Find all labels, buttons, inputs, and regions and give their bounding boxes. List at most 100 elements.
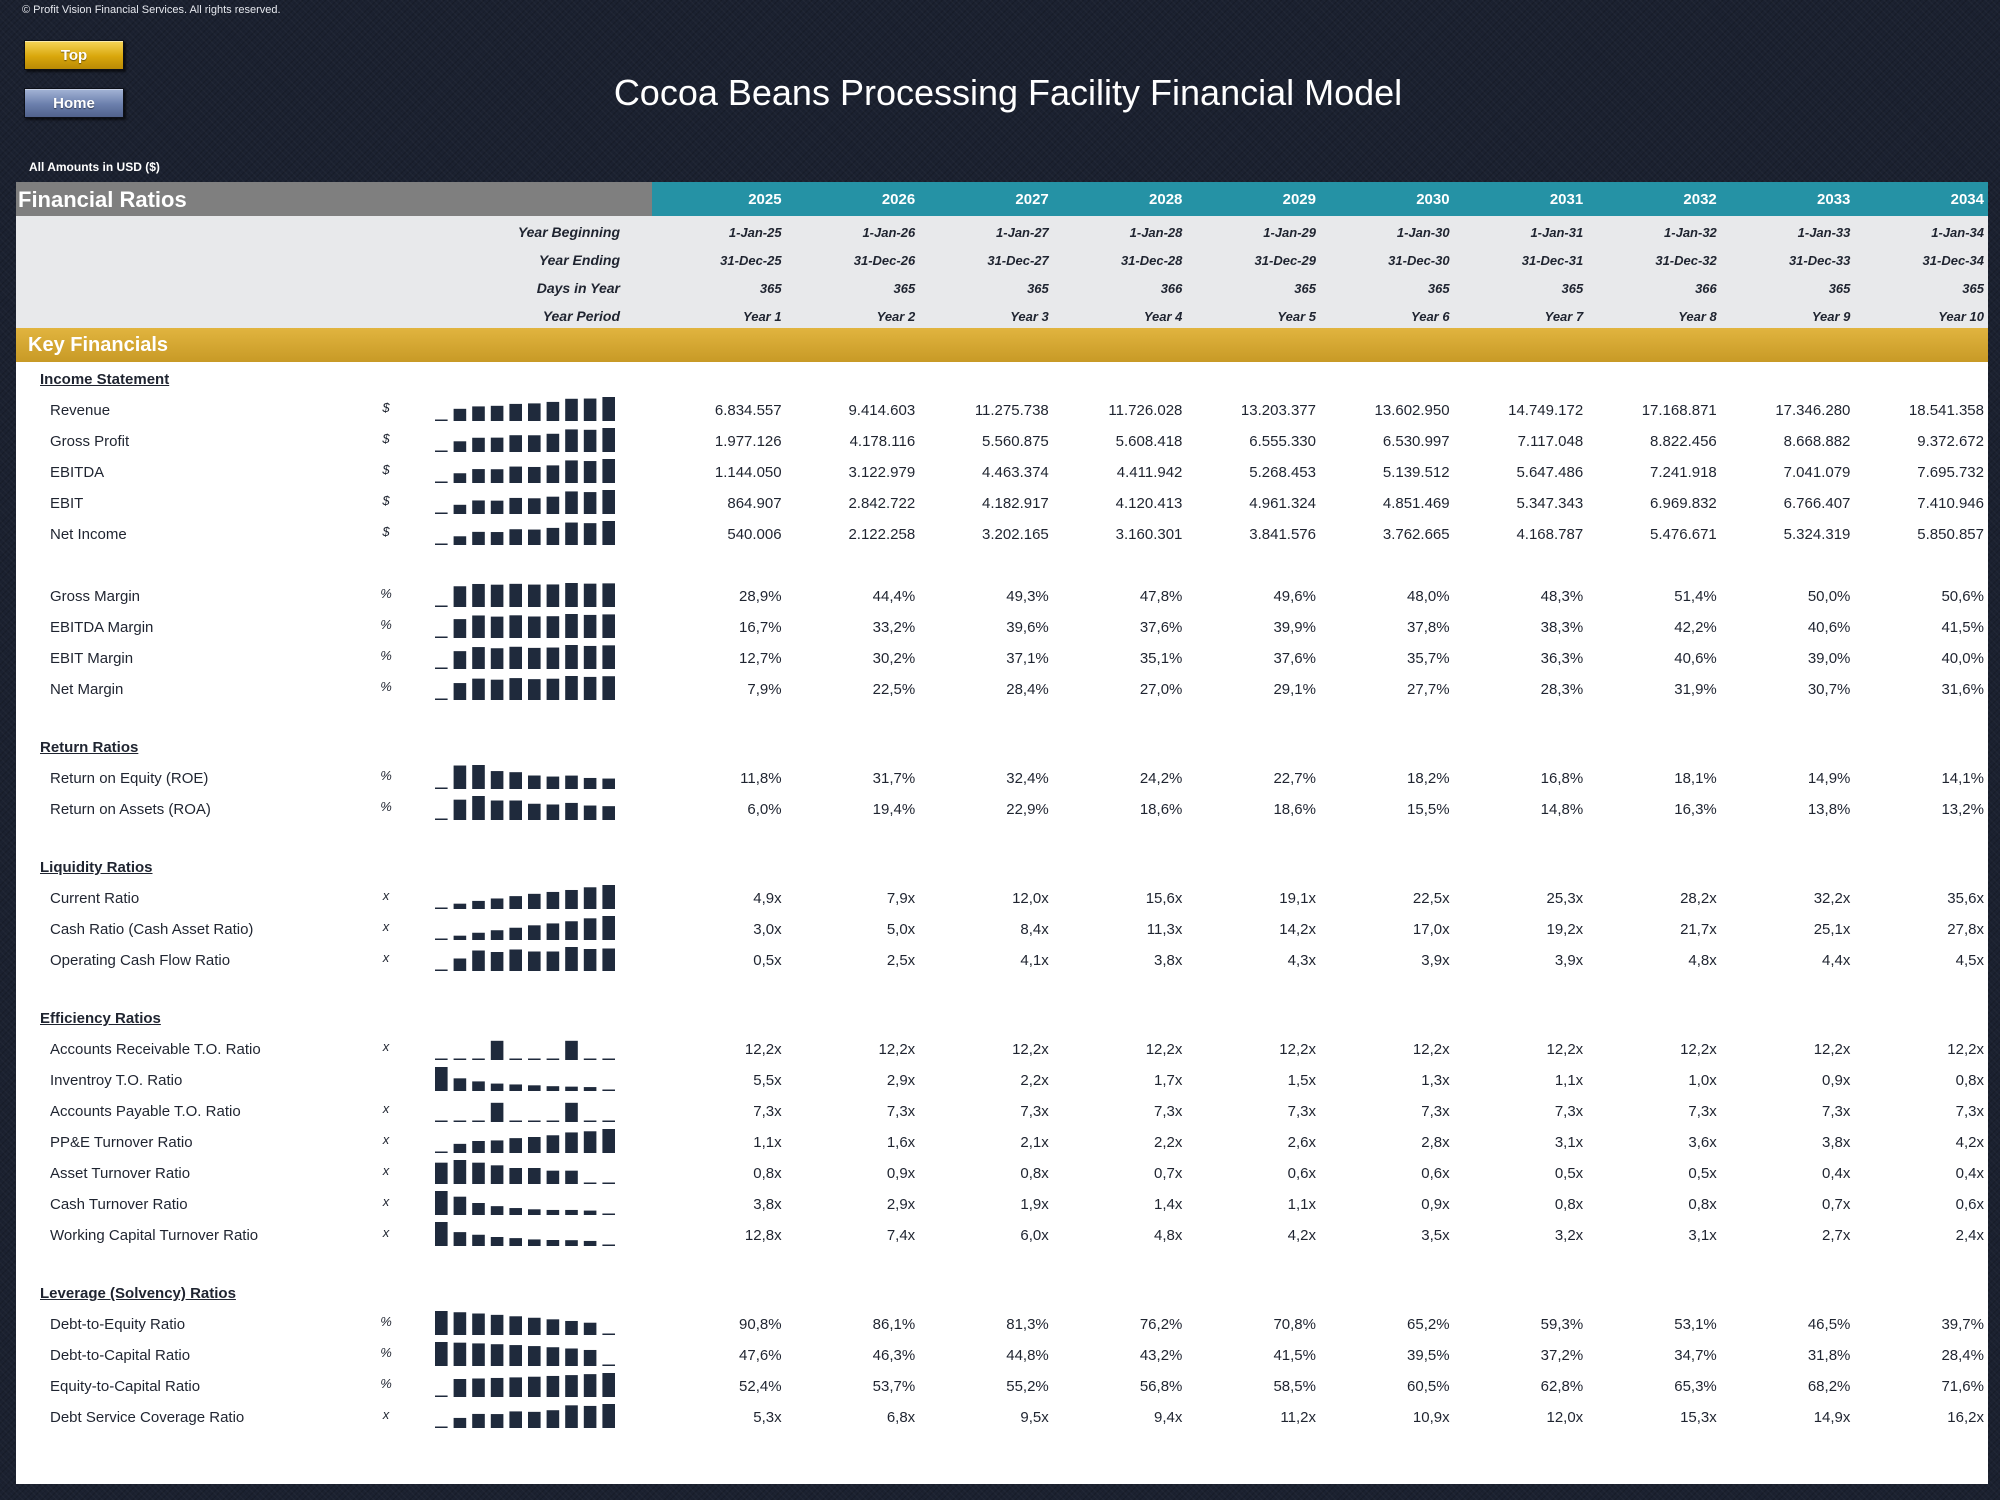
sparkline-bar bbox=[509, 403, 522, 421]
sparkline-bar bbox=[546, 1058, 560, 1060]
value-cell: 2,5x bbox=[886, 952, 916, 969]
sparkline-bar bbox=[528, 1317, 541, 1335]
unit-marker: x bbox=[382, 1039, 390, 1054]
sparkline-bar bbox=[453, 586, 467, 607]
value-cell: 12,2x bbox=[878, 1041, 916, 1058]
value-cell: 7,3x bbox=[1554, 1103, 1584, 1120]
value-cell: 3,6x bbox=[1688, 1134, 1717, 1151]
value-cell: 6,0x bbox=[1020, 1227, 1049, 1244]
value-cell: 27,0% bbox=[1139, 681, 1183, 698]
value-cell: 50,0% bbox=[1807, 588, 1851, 605]
sparkline-bar bbox=[472, 900, 485, 909]
sparkline-bar bbox=[435, 1120, 448, 1122]
sparkline-bar bbox=[509, 800, 522, 820]
value-cell: 56,8% bbox=[1139, 1378, 1183, 1395]
financial-ratios-sheet: Financial Ratios 2025 2026 2027 2028 2029 203… bbox=[16, 182, 1988, 1484]
sparkline-bar bbox=[583, 645, 597, 669]
value-cell: 1,0x bbox=[1688, 1072, 1717, 1089]
header-row: Financial Ratios 2025 2026 2027 2028 2029 203… bbox=[16, 182, 1988, 216]
value-cell: 51,4% bbox=[1674, 588, 1717, 605]
value-cell: 11.726.028 bbox=[1108, 402, 1183, 419]
sparkline-bar bbox=[565, 1209, 578, 1215]
sparkline-bar bbox=[602, 1213, 615, 1215]
value-cell: 0,4x bbox=[1955, 1165, 1984, 1182]
value-cell: 6.530.997 bbox=[1382, 433, 1450, 450]
value-cell: 1.977.126 bbox=[714, 433, 782, 450]
sparkline-bar bbox=[528, 803, 541, 820]
value-cell: 5.850.857 bbox=[1917, 526, 1984, 543]
info-cell: Year 7 bbox=[1544, 309, 1584, 324]
sparkline-bar bbox=[583, 492, 597, 514]
sparkline-bar bbox=[546, 1319, 560, 1335]
value-cell: 4.120.413 bbox=[1115, 495, 1183, 512]
sparkline-bar bbox=[490, 771, 504, 789]
value-cell: 0,5x bbox=[1554, 1165, 1584, 1182]
value-cell: 7,3x bbox=[1154, 1103, 1183, 1120]
sparkline-bar bbox=[435, 512, 448, 514]
value-cell: 4.168.787 bbox=[1516, 526, 1584, 543]
sparkline-bar bbox=[453, 1120, 467, 1122]
top-button[interactable]: Top bbox=[24, 40, 124, 70]
value-cell: 36,3% bbox=[1540, 650, 1584, 667]
sparkline-bar bbox=[583, 1210, 597, 1215]
sparkline-bar bbox=[490, 648, 504, 669]
sparkline bbox=[435, 885, 615, 909]
value-cell: 28,3% bbox=[1540, 681, 1584, 698]
sparkline bbox=[435, 947, 615, 971]
value-cell: 1,6x bbox=[886, 1134, 916, 1151]
sparkline-bar bbox=[509, 583, 522, 607]
sparkline-bar bbox=[565, 491, 578, 514]
sparkline-bar bbox=[546, 401, 560, 421]
row-label: Revenue bbox=[50, 402, 111, 419]
value-cell: 5.268.453 bbox=[1249, 464, 1316, 481]
sparkline-bar bbox=[435, 605, 448, 607]
value-cell: 5.347.343 bbox=[1516, 495, 1584, 512]
sparkline-bar bbox=[509, 497, 522, 514]
value-cell: 22,9% bbox=[1006, 801, 1049, 818]
value-cell: 1,1x bbox=[1554, 1072, 1584, 1089]
sparkline-bar bbox=[546, 1410, 560, 1428]
unit-marker: % bbox=[380, 1376, 392, 1391]
sparkline-bar bbox=[435, 787, 448, 789]
value-cell: 7.410.946 bbox=[1917, 495, 1984, 512]
sparkline-bar bbox=[435, 1058, 448, 1060]
sparkline-bar bbox=[509, 1345, 522, 1366]
value-cell: 18,1% bbox=[1674, 770, 1717, 787]
value-cell: 35,6x bbox=[1947, 890, 1984, 907]
home-button[interactable]: Home bbox=[24, 88, 124, 118]
unit-marker: $ bbox=[382, 431, 390, 446]
data-row: Gross Profit $1.977.126 4.178.116 5.560.875… bbox=[16, 426, 1988, 457]
data-row: Return on Equity (ROE)% 11,8% 31,7% 32,4% 24… bbox=[16, 763, 1988, 794]
info-row-label: Year Period bbox=[542, 308, 620, 324]
info-cell: 366 bbox=[1695, 281, 1717, 296]
value-cell: 35,1% bbox=[1139, 650, 1183, 667]
year-header-2027: 2027 bbox=[1015, 191, 1049, 208]
value-cell: 0,7x bbox=[1154, 1165, 1183, 1182]
value-cell: 44,4% bbox=[872, 588, 916, 605]
sparkline-bar bbox=[583, 1405, 597, 1428]
value-cell: 25,3x bbox=[1546, 890, 1584, 907]
value-cell: 1,3x bbox=[1421, 1072, 1450, 1089]
value-cell: 0,5x bbox=[753, 952, 782, 969]
value-cell: 3.841.576 bbox=[1249, 526, 1316, 543]
unit-marker: % bbox=[380, 1345, 392, 1360]
sparkline-bar bbox=[490, 800, 504, 820]
unit-marker: $ bbox=[382, 400, 390, 415]
value-cell: 12,2x bbox=[1680, 1041, 1717, 1058]
value-cell: 3,1x bbox=[1554, 1134, 1584, 1151]
value-cell: 47,6% bbox=[739, 1347, 782, 1364]
unit-marker: x bbox=[382, 1225, 390, 1240]
row-label: EBITDA Margin bbox=[50, 619, 154, 636]
sparkline-bar bbox=[453, 536, 467, 545]
sparkline bbox=[435, 459, 615, 483]
value-cell: 55,2% bbox=[1006, 1378, 1049, 1395]
info-cell: 31-Dec-25 bbox=[720, 253, 782, 268]
value-cell: 4,3x bbox=[1287, 952, 1316, 969]
value-cell: 18,2% bbox=[1407, 770, 1450, 787]
unit-marker: % bbox=[380, 1314, 392, 1329]
sheet-header-label: Financial Ratios bbox=[16, 182, 652, 216]
sparkline-bar bbox=[435, 1311, 448, 1335]
info-cell: 1-Jan-28 bbox=[1129, 225, 1183, 240]
sparkline bbox=[435, 614, 615, 638]
value-cell: 21,7x bbox=[1680, 921, 1717, 938]
